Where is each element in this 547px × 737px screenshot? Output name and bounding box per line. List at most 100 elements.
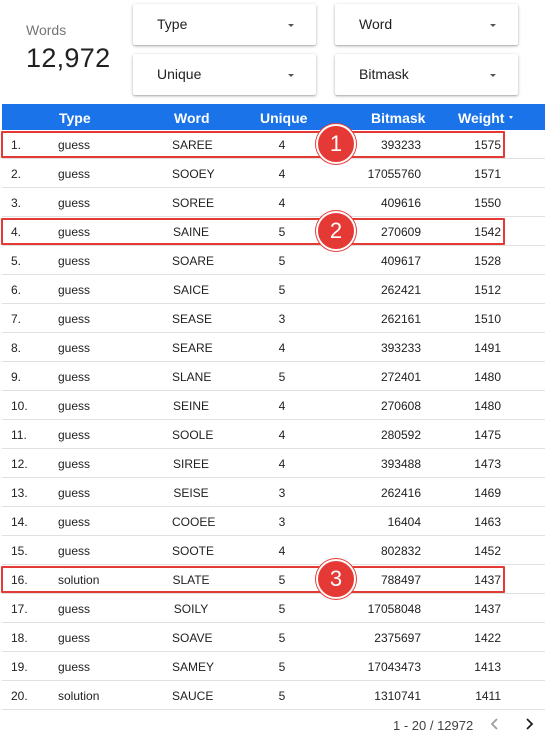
row-index: 11.: [11, 428, 27, 442]
cell-word: SEISE: [173, 486, 209, 500]
cell-weight: 1437: [474, 602, 501, 616]
row-index: 9.: [11, 370, 22, 384]
row-index: 4.: [11, 225, 22, 239]
cell-unique: 4: [278, 544, 286, 558]
type-filter-dropdown[interactable]: Type: [133, 4, 316, 45]
chevron-left-icon[interactable]: [486, 714, 504, 734]
word-filter-dropdown[interactable]: Word: [335, 4, 518, 45]
dropdown-caret-icon: [288, 74, 294, 77]
cell-bitmask: 393233: [380, 341, 421, 355]
cell-bitmask: 270608: [380, 399, 421, 413]
row-index: 1.: [11, 138, 22, 152]
cell-unique: 5: [278, 225, 286, 239]
header-weight[interactable]: Weight: [458, 110, 505, 126]
table-row[interactable]: 17. guess SOILY 5 17058048 1437: [2, 594, 545, 623]
annotation-badge: 1: [316, 124, 356, 164]
cell-weight: 1437: [474, 573, 501, 587]
scorecard-label: Words: [26, 22, 67, 38]
cell-unique: 4: [278, 138, 286, 152]
cell-word: SOOTE: [172, 544, 215, 558]
cell-type: guess: [58, 457, 91, 471]
cell-word: SLATE: [172, 573, 210, 587]
cell-unique: 5: [278, 283, 286, 297]
table-row[interactable]: 2. guess SOOEY 4 17055760 1571: [2, 159, 545, 188]
cell-unique: 4: [278, 428, 286, 442]
cell-type: guess: [58, 660, 91, 674]
cell-weight: 1469: [474, 486, 501, 500]
table-row[interactable]: 13. guess SEISE 3 262416 1469: [2, 478, 545, 507]
cell-word: SLANE: [172, 370, 212, 384]
cell-weight: 1413: [474, 660, 501, 674]
row-index: 6.: [11, 283, 22, 297]
table-row[interactable]: 3. guess SOREE 4 409616 1550: [2, 188, 545, 217]
cell-type: guess: [58, 486, 91, 500]
table-row[interactable]: 9. guess SLANE 5 272401 1480: [2, 362, 545, 391]
cell-weight: 1463: [474, 515, 501, 529]
table-row[interactable]: 12. guess SIREE 4 393488 1473: [2, 449, 545, 478]
cell-unique: 5: [278, 660, 286, 674]
cell-bitmask: 262161: [380, 312, 421, 326]
table-row[interactable]: 16. solution SLATE 5 788497 1437: [2, 565, 545, 594]
table-row[interactable]: 7. guess SEASE 3 262161 1510: [2, 304, 545, 333]
cell-unique: 4: [278, 341, 286, 355]
chevron-right-icon[interactable]: [520, 714, 538, 734]
dropdown-caret-icon: [490, 74, 496, 77]
cell-unique: 5: [278, 573, 286, 587]
table-row[interactable]: 5. guess SOARE 5 409617 1528: [2, 246, 545, 275]
header-type[interactable]: Type: [59, 110, 91, 126]
cell-word: SOREE: [172, 196, 215, 210]
annotation-badge: 3: [316, 559, 356, 599]
bitmask-filter-dropdown[interactable]: Bitmask: [335, 54, 518, 95]
table-row[interactable]: 8. guess SEARE 4 393233 1491: [2, 333, 545, 362]
cell-type: guess: [58, 428, 91, 442]
cell-type: solution: [58, 689, 100, 703]
header-word[interactable]: Word: [174, 110, 210, 126]
cell-bitmask: 270609: [380, 225, 421, 239]
cell-weight: 1452: [474, 544, 501, 558]
cell-bitmask: 280592: [380, 428, 421, 442]
header-unique[interactable]: Unique: [260, 110, 308, 126]
table-row[interactable]: 18. guess SOAVE 5 2375697 1422: [2, 623, 545, 652]
row-index: 10.: [11, 399, 28, 413]
sort-descending-icon[interactable]: [509, 116, 513, 119]
cell-unique: 5: [278, 602, 286, 616]
cell-bitmask: 788497: [380, 573, 421, 587]
table-row[interactable]: 6. guess SAICE 5 262421 1512: [2, 275, 545, 304]
cell-weight: 1528: [474, 254, 501, 268]
cell-word: SEASE: [172, 312, 213, 326]
table-row[interactable]: 15. guess SOOTE 4 802832 1452: [2, 536, 545, 565]
cell-type: guess: [58, 544, 91, 558]
table-row[interactable]: 19. guess SAMEY 5 17043473 1413: [2, 652, 545, 681]
table-row[interactable]: 4. guess SAINE 5 270609 1542: [2, 217, 545, 246]
table-row[interactable]: 14. guess COOEE 3 16404 1463: [2, 507, 545, 536]
cell-type: guess: [58, 138, 91, 152]
cell-type: guess: [58, 631, 91, 645]
unique-filter-dropdown[interactable]: Unique: [133, 54, 316, 95]
row-index: 8.: [11, 341, 22, 355]
cell-weight: 1571: [474, 167, 501, 181]
table-row[interactable]: 11. guess SOOLE 4 280592 1475: [2, 420, 545, 449]
cell-unique: 5: [278, 631, 286, 645]
words-table: Type Word Unique Bitmask Weight 1. guess S…: [2, 104, 545, 710]
cell-weight: 1550: [474, 196, 501, 210]
cell-type: guess: [58, 196, 91, 210]
cell-word: SEARE: [172, 341, 213, 355]
row-index: 14.: [11, 515, 28, 529]
cell-weight: 1480: [474, 399, 501, 413]
table-row[interactable]: 10. guess SEINE 4 270608 1480: [2, 391, 545, 420]
cell-word: SOILY: [173, 602, 209, 616]
table-row[interactable]: 20. solution SAUCE 5 1310741 1411: [2, 681, 545, 710]
cell-unique: 5: [278, 254, 286, 268]
cell-bitmask: 802832: [380, 544, 421, 558]
annotation-badge: 2: [316, 211, 356, 251]
cell-unique: 4: [278, 457, 286, 471]
pagination-range: 1 - 20 / 12972: [393, 718, 474, 733]
header-bitmask[interactable]: Bitmask: [371, 110, 426, 126]
cell-weight: 1411: [475, 689, 501, 703]
row-index: 15.: [11, 544, 28, 558]
table-row[interactable]: 1. guess SAREE 4 393233 1575: [2, 130, 545, 159]
cell-type: guess: [58, 167, 91, 181]
scorecard-value: 12,972: [26, 43, 111, 73]
cell-bitmask: 262421: [380, 283, 421, 297]
row-index: 3.: [11, 196, 22, 210]
